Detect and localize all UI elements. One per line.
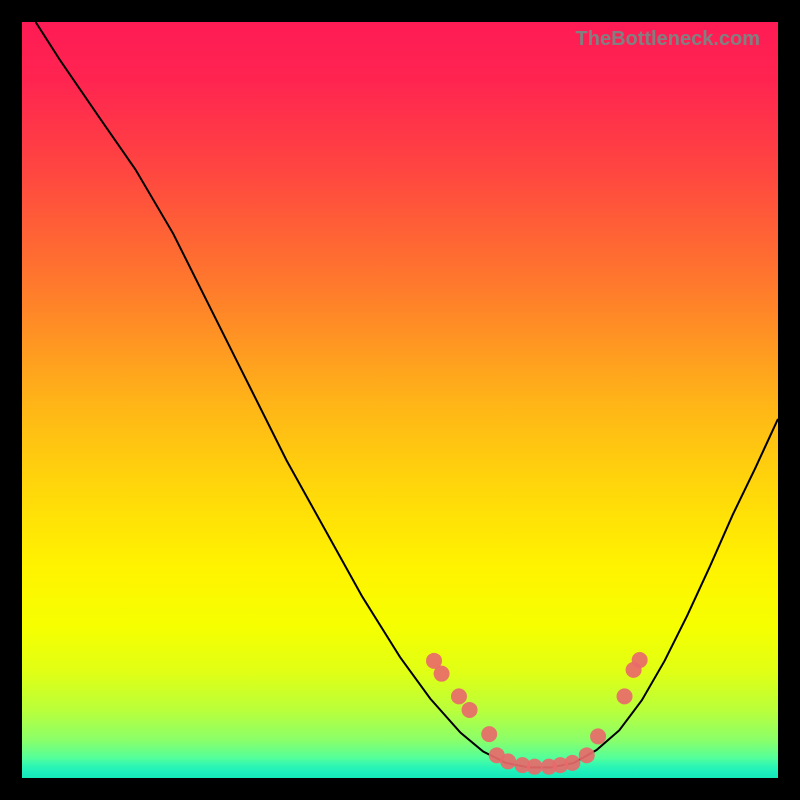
gradient-background (22, 22, 778, 778)
marker-dot (564, 755, 580, 771)
marker-dot (617, 688, 633, 704)
bottom-green-band (22, 758, 778, 778)
chart-frame: TheBottleneck.com (0, 0, 800, 800)
marker-dot (462, 702, 478, 718)
chart-svg (22, 22, 778, 778)
marker-dot (434, 666, 450, 682)
plot-area (22, 22, 778, 778)
marker-dot (590, 728, 606, 744)
marker-dot (579, 747, 595, 763)
marker-dot (481, 726, 497, 742)
marker-dot (451, 688, 467, 704)
marker-dot (632, 652, 648, 668)
marker-dot (527, 759, 543, 775)
marker-dot (500, 753, 516, 769)
watermark-text: TheBottleneck.com (576, 28, 760, 51)
